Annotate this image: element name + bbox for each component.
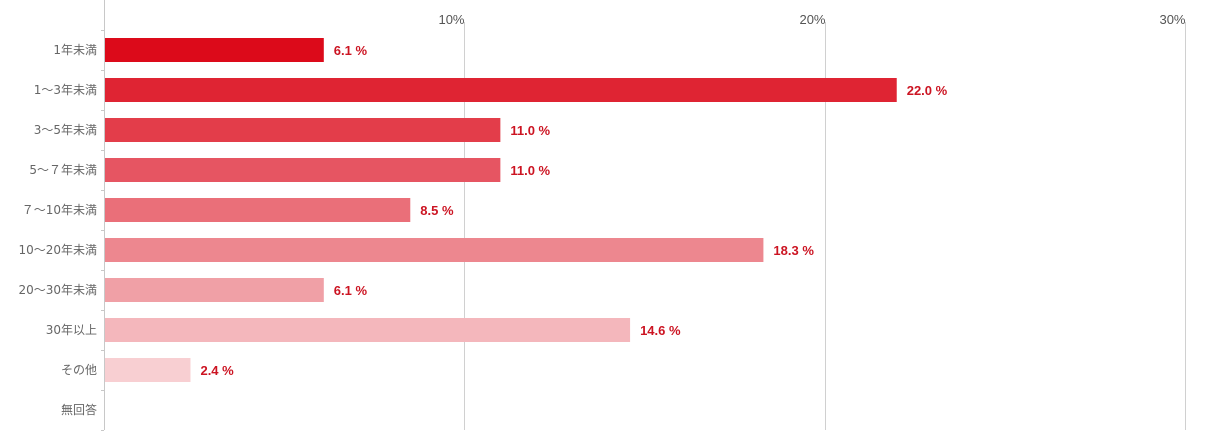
category-label: 1年未満 xyxy=(53,43,97,57)
category-label: 10〜20年未満 xyxy=(18,243,97,257)
value-label: 18.3 % xyxy=(773,243,814,258)
bar xyxy=(105,118,501,142)
value-label: 8.5 % xyxy=(420,203,454,218)
bar xyxy=(105,158,501,182)
category-label: 20〜30年未満 xyxy=(18,283,97,297)
x-tick-label: 10% xyxy=(438,12,464,27)
category-label: 無回答 xyxy=(61,402,97,417)
bar xyxy=(105,238,764,262)
bar xyxy=(105,318,631,342)
category-label: 30年以上 xyxy=(46,323,97,337)
value-label: 2.4 % xyxy=(200,363,234,378)
axes xyxy=(101,0,105,431)
x-tick-label: 30% xyxy=(1159,12,1185,27)
bar xyxy=(105,78,897,102)
category-label: 5〜７年未満 xyxy=(29,163,97,177)
x-tick-label: 20% xyxy=(799,12,825,27)
labels: 10% 20% 30% 1年未満 6.1 % 1〜3年未満 22.0 % 3〜5年未満 11.0… xyxy=(18,12,1185,417)
bar xyxy=(105,38,324,62)
value-label: 6.1 % xyxy=(334,283,368,298)
bar xyxy=(105,358,191,382)
bar xyxy=(105,278,324,302)
value-label: 6.1 % xyxy=(334,43,368,58)
category-label: ７〜10年未満 xyxy=(22,203,97,217)
category-label: 1〜3年未満 xyxy=(34,83,97,97)
category-label: その他 xyxy=(61,363,97,377)
value-label: 14.6 % xyxy=(640,323,681,338)
value-label: 11.0 % xyxy=(510,163,550,178)
category-label: 3〜5年未満 xyxy=(34,123,97,137)
value-label: 11.0 % xyxy=(510,123,550,138)
bars xyxy=(105,38,897,382)
bar xyxy=(105,198,411,222)
value-label: 22.0 % xyxy=(907,83,948,98)
